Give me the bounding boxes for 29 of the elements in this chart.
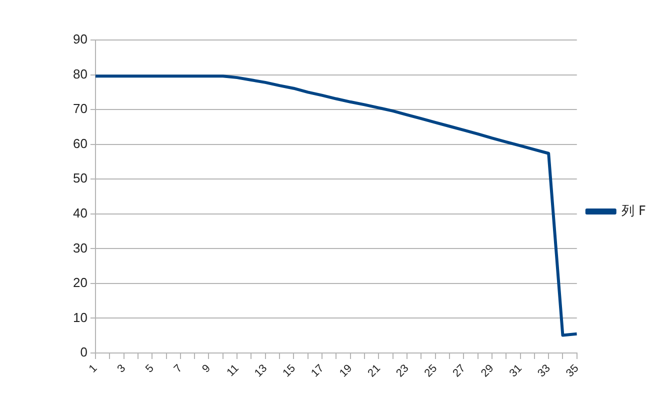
x-tick-label: 21 (366, 362, 383, 380)
x-tick-label: 1 (86, 362, 100, 376)
x-tick-label: 31 (507, 362, 525, 380)
x-tick-label: 25 (422, 362, 440, 380)
y-tick-label: 0 (80, 344, 88, 360)
x-tick-label: 7 (172, 362, 185, 376)
x-tick-label: 13 (252, 362, 270, 380)
y-tick-label: 80 (72, 66, 88, 82)
x-tick-label: 29 (479, 362, 496, 380)
y-tick-label: 20 (72, 275, 88, 290)
legend-label: 列 F (621, 204, 646, 219)
y-tick-label: 50 (72, 170, 88, 186)
x-tick-label: 3 (115, 362, 128, 376)
x-tick-label: 9 (200, 362, 213, 376)
y-tick-label: 40 (72, 205, 88, 220)
y-tick-label: 10 (72, 310, 88, 325)
x-tick-label: 5 (144, 362, 156, 376)
x-tick-label: 35 (564, 362, 582, 380)
x-tick-label: 33 (536, 362, 553, 380)
x-tick-label: 27 (450, 362, 468, 380)
y-tick-label: 30 (72, 240, 88, 256)
y-tick-label: 90 (72, 32, 88, 47)
x-tick-label: 23 (394, 362, 412, 380)
x-tick-label: 11 (224, 362, 242, 380)
x-tick-label: 17 (309, 362, 326, 380)
y-tick-label: 60 (72, 136, 88, 151)
x-tick-label: 15 (280, 362, 298, 380)
y-tick-label: 70 (72, 101, 88, 116)
x-tick-label: 19 (337, 362, 355, 380)
